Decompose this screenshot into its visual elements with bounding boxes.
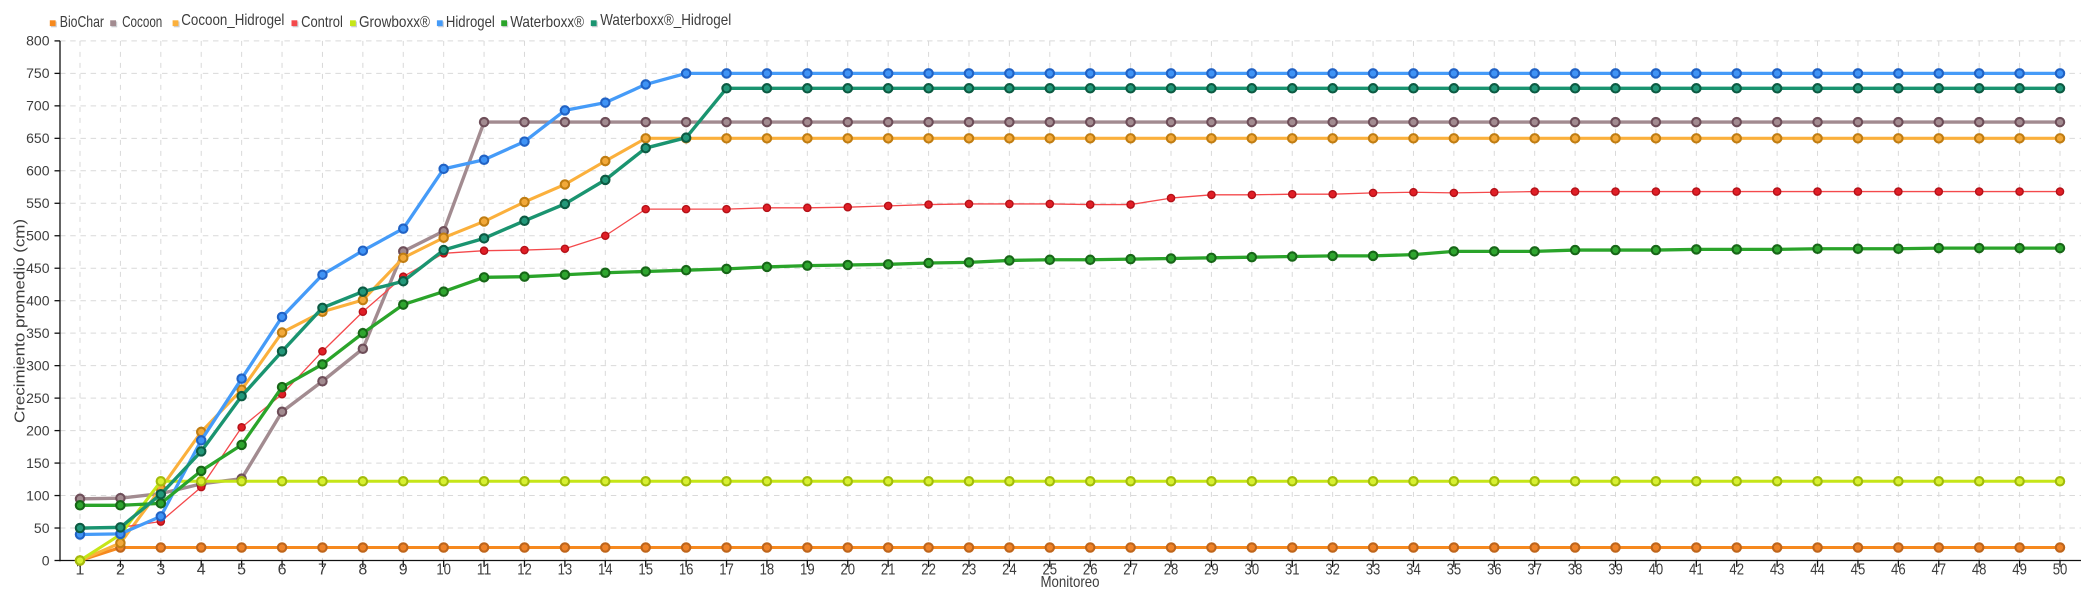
svg-text:11: 11	[477, 561, 492, 578]
svg-text:750: 750	[26, 65, 50, 81]
svg-text:5: 5	[237, 561, 246, 578]
svg-text:0: 0	[42, 552, 50, 568]
svg-text:650: 650	[26, 130, 50, 146]
svg-text:Growboxx®: Growboxx®	[359, 14, 430, 31]
svg-text:300: 300	[26, 357, 50, 373]
svg-text:47: 47	[1931, 561, 1946, 578]
svg-text:Waterboxx®: Waterboxx®	[510, 14, 584, 31]
svg-text:15: 15	[638, 561, 653, 578]
svg-text:1: 1	[76, 561, 85, 578]
svg-text:24: 24	[1002, 561, 1017, 578]
svg-text:Control: Control	[301, 14, 343, 31]
svg-text:35: 35	[1447, 561, 1462, 578]
svg-text:44: 44	[1810, 561, 1825, 578]
svg-text:41: 41	[1689, 561, 1704, 578]
svg-text:12: 12	[517, 561, 532, 578]
svg-text:17: 17	[719, 561, 734, 578]
svg-text:14: 14	[598, 561, 613, 578]
svg-text:700: 700	[26, 98, 50, 114]
svg-text:32: 32	[1325, 561, 1340, 578]
svg-text:40: 40	[1649, 561, 1664, 578]
svg-text:3: 3	[156, 561, 165, 578]
svg-text:29: 29	[1204, 561, 1219, 578]
svg-text:33: 33	[1366, 561, 1381, 578]
svg-text:Waterboxx®_Hidrogel: Waterboxx®_Hidrogel	[600, 12, 731, 29]
svg-text:7: 7	[318, 561, 327, 578]
svg-text:150: 150	[26, 455, 50, 471]
svg-text:37: 37	[1527, 561, 1542, 578]
svg-text:Crecimiento promedio (cm): Crecimiento promedio (cm)	[12, 219, 29, 423]
svg-text:Cocoon: Cocoon	[122, 14, 162, 31]
svg-text:31: 31	[1285, 561, 1300, 578]
svg-text:500: 500	[26, 228, 50, 244]
svg-text:Monitoreo: Monitoreo	[1041, 574, 1100, 591]
svg-text:39: 39	[1608, 561, 1623, 578]
svg-text:8: 8	[358, 561, 367, 578]
svg-text:Hidrogel: Hidrogel	[446, 14, 495, 31]
svg-text:100: 100	[26, 487, 50, 503]
svg-text:49: 49	[2012, 561, 2027, 578]
svg-text:6: 6	[278, 561, 287, 578]
svg-text:27: 27	[1123, 561, 1138, 578]
svg-text:450: 450	[26, 260, 50, 276]
svg-text:18: 18	[760, 561, 775, 578]
svg-text:13: 13	[558, 561, 573, 578]
svg-text:Cocoon_Hidrogel: Cocoon_Hidrogel	[181, 12, 284, 29]
svg-text:400: 400	[26, 293, 50, 309]
svg-text:4: 4	[197, 561, 206, 578]
svg-text:600: 600	[26, 163, 50, 179]
svg-text:45: 45	[1851, 561, 1866, 578]
svg-text:9: 9	[399, 561, 408, 578]
svg-text:19: 19	[800, 561, 815, 578]
svg-text:16: 16	[679, 561, 694, 578]
svg-text:2: 2	[116, 561, 125, 578]
svg-text:250: 250	[26, 390, 50, 406]
svg-text:36: 36	[1487, 561, 1502, 578]
svg-text:50: 50	[2053, 561, 2068, 578]
svg-text:800: 800	[26, 33, 50, 49]
svg-text:BioChar: BioChar	[60, 14, 105, 31]
svg-text:42: 42	[1729, 561, 1744, 578]
svg-text:23: 23	[962, 561, 977, 578]
svg-text:20: 20	[840, 561, 855, 578]
svg-text:43: 43	[1770, 561, 1785, 578]
svg-text:550: 550	[26, 195, 50, 211]
svg-text:30: 30	[1245, 561, 1260, 578]
svg-text:200: 200	[26, 422, 50, 438]
svg-text:21: 21	[881, 561, 896, 578]
svg-text:22: 22	[921, 561, 936, 578]
svg-text:25: 25	[1042, 561, 1057, 578]
svg-text:350: 350	[26, 325, 50, 341]
svg-text:50: 50	[34, 520, 50, 536]
svg-text:10: 10	[436, 561, 451, 578]
svg-text:48: 48	[1972, 561, 1987, 578]
svg-text:28: 28	[1164, 561, 1179, 578]
svg-text:26: 26	[1083, 561, 1098, 578]
svg-text:38: 38	[1568, 561, 1583, 578]
svg-text:46: 46	[1891, 561, 1906, 578]
svg-text:34: 34	[1406, 561, 1421, 578]
